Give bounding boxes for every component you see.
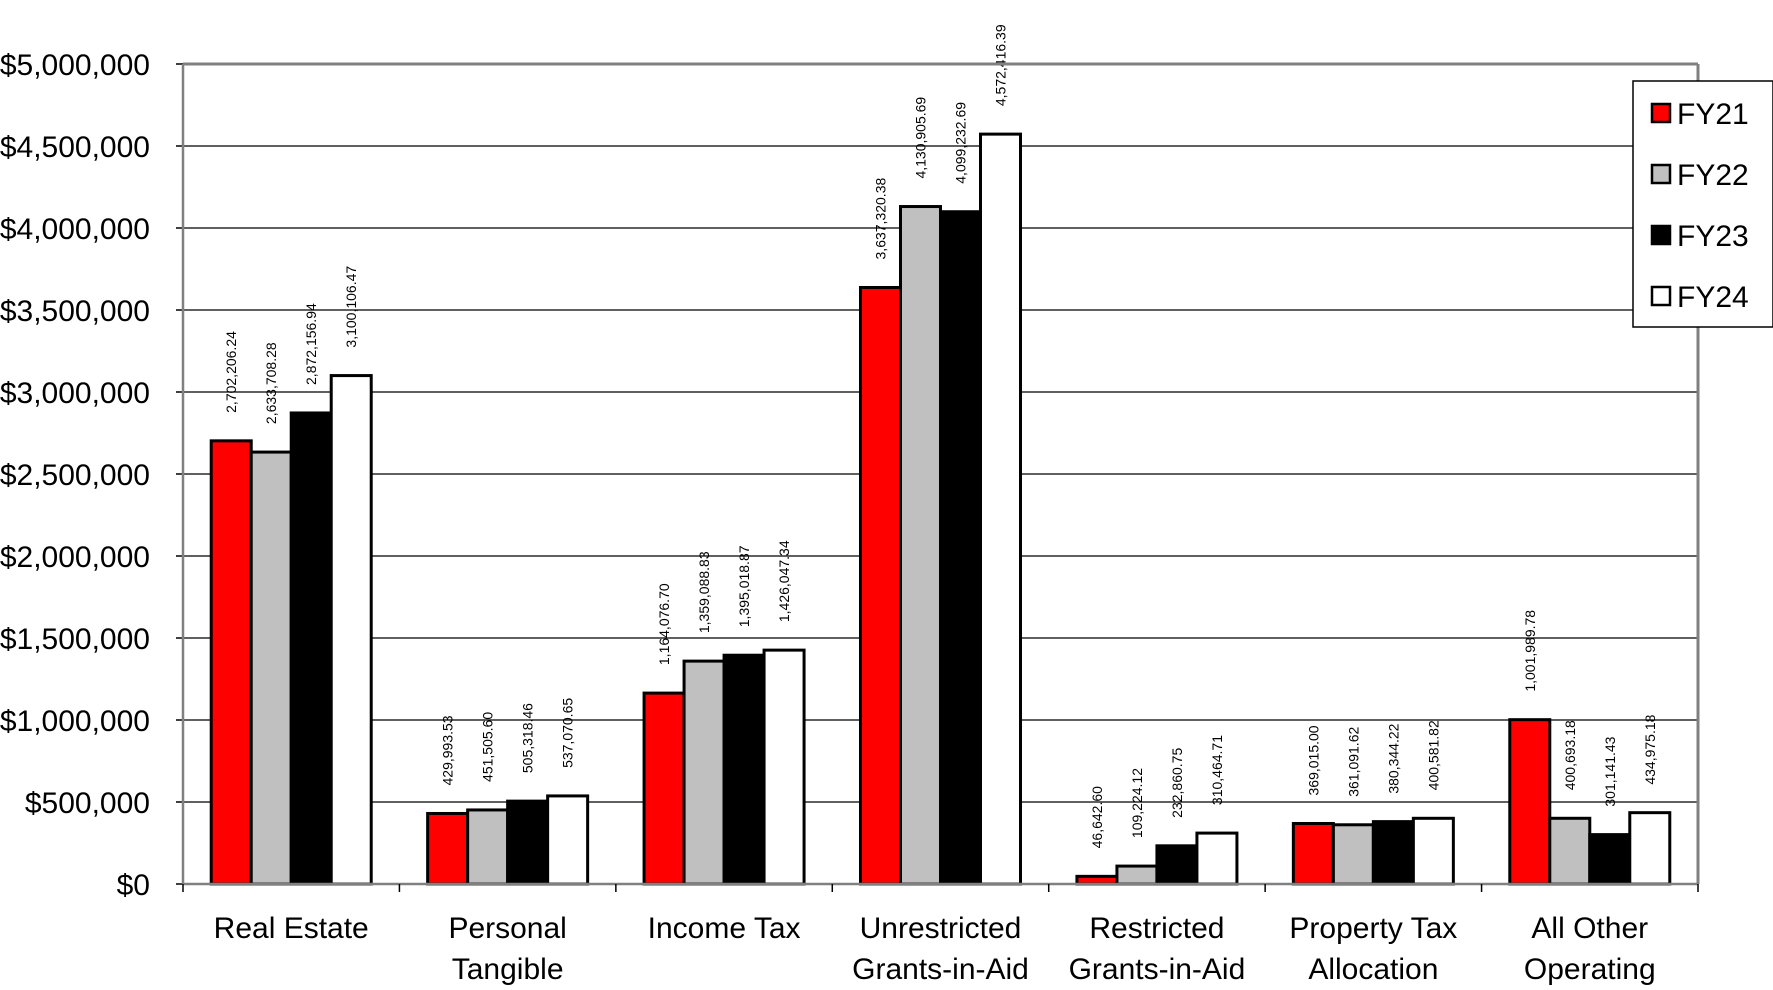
y-tick-label: $1,000,000 bbox=[0, 705, 150, 738]
axes bbox=[181, 62, 1700, 892]
data-label: 451,505.60 bbox=[480, 712, 496, 782]
bar-fy21 bbox=[642, 691, 686, 886]
x-tick-label: Restricted bbox=[1089, 912, 1224, 945]
bar-fy21 bbox=[209, 439, 253, 886]
data-label: 369,015.00 bbox=[1305, 725, 1321, 795]
bar-fy24 bbox=[979, 132, 1022, 886]
data-label: 4,099,232.69 bbox=[953, 102, 969, 184]
bar-fy23 bbox=[722, 653, 766, 886]
data-label: 1,164,076.70 bbox=[656, 583, 672, 665]
bar-fy24 bbox=[1195, 831, 1239, 886]
data-label: 505,318.46 bbox=[520, 703, 536, 773]
bar-fy24 bbox=[546, 794, 590, 886]
bar-fy21 bbox=[1291, 821, 1335, 886]
bars bbox=[209, 132, 1672, 886]
y-tick-label: $2,500,000 bbox=[0, 459, 150, 492]
data-label: 537,070.65 bbox=[560, 698, 576, 768]
legend: FY21 FY22 FY23 FY24 bbox=[1632, 80, 1773, 328]
bar-fy22 bbox=[1548, 816, 1592, 886]
bar-fy23 bbox=[1371, 820, 1415, 886]
bar-fy24 bbox=[1411, 816, 1455, 886]
y-tick-label: $4,500,000 bbox=[0, 131, 150, 164]
x-tick-label: Grants-in-Aid bbox=[1069, 953, 1246, 986]
y-tick-label: $500,000 bbox=[25, 787, 150, 820]
legend-swatch bbox=[1650, 102, 1672, 124]
bar-fy23 bbox=[939, 210, 982, 886]
data-label: 310,464.71 bbox=[1209, 735, 1225, 805]
x-tick-label: Unrestricted bbox=[860, 912, 1022, 945]
y-tick-label: $2,000,000 bbox=[0, 541, 150, 574]
x-tick-label: Operating bbox=[1524, 953, 1656, 986]
bar-fy22 bbox=[682, 659, 726, 886]
x-axis-tick-labels: Real Estate Personal Tangible Income Tax Unr… bbox=[214, 912, 1656, 986]
data-label: 2,633,708.28 bbox=[263, 342, 279, 424]
y-tick-label: $4,000,000 bbox=[0, 213, 150, 246]
legend-swatch bbox=[1650, 163, 1672, 185]
bar-fy23 bbox=[289, 411, 333, 886]
legend-label: FY24 bbox=[1677, 281, 1749, 314]
data-label: 301,141.43 bbox=[1602, 736, 1618, 806]
data-label: 1,359,088.83 bbox=[696, 551, 712, 633]
data-label: 380,344.22 bbox=[1385, 723, 1401, 793]
bar-fy22 bbox=[899, 205, 942, 886]
x-tick-label: Personal bbox=[448, 912, 566, 945]
data-label: 232,860.75 bbox=[1169, 748, 1185, 818]
data-label: 3,637,320.38 bbox=[873, 178, 889, 260]
legend-swatch bbox=[1650, 224, 1672, 246]
y-tick-label: $5,000,000 bbox=[0, 49, 150, 82]
x-tick-label: Real Estate bbox=[214, 912, 369, 945]
bar-fy22 bbox=[1115, 864, 1159, 886]
bar-fy24 bbox=[329, 374, 373, 886]
bar-fy23 bbox=[1588, 833, 1632, 886]
y-axis-tick-labels: $0 $500,000 $1,000,000 $1,500,000 $2,000,000… bbox=[0, 49, 183, 902]
bar-fy22 bbox=[1331, 823, 1375, 886]
x-tick-label: Tangible bbox=[452, 953, 564, 986]
data-label: 400,581.82 bbox=[1425, 720, 1441, 790]
bar-fy21 bbox=[426, 811, 470, 886]
bar-fy24 bbox=[1628, 811, 1672, 886]
data-label: 2,702,206.24 bbox=[223, 331, 239, 413]
x-tick-label: Income Tax bbox=[648, 912, 801, 945]
x-tick-label: Grants-in-Aid bbox=[852, 953, 1029, 986]
data-label: 3,100,106.47 bbox=[343, 266, 359, 348]
y-tick-label: $3,000,000 bbox=[0, 377, 150, 410]
x-tick-label: Property Tax bbox=[1289, 912, 1457, 945]
legend-label: FY21 bbox=[1677, 98, 1749, 131]
bar-fy23 bbox=[1155, 844, 1199, 886]
data-label: 361,091.62 bbox=[1345, 726, 1361, 796]
data-label: 2,872,156.94 bbox=[303, 303, 319, 385]
x-tick-label: Allocation bbox=[1308, 953, 1438, 986]
data-label: 1,395,018.87 bbox=[736, 545, 752, 627]
bar-fy21 bbox=[1508, 718, 1552, 886]
x-tick-label: All Other bbox=[1531, 912, 1648, 945]
bar-fy24 bbox=[762, 648, 806, 886]
data-label: 400,693.18 bbox=[1562, 720, 1578, 790]
bar-fy22 bbox=[466, 808, 510, 886]
data-label: 1,001,989.78 bbox=[1522, 610, 1538, 692]
data-label: 429,993.53 bbox=[440, 715, 456, 785]
data-labels: 2,702,206.24 2,633,708.28 2,872,156.94 3,10… bbox=[223, 24, 1658, 848]
data-label: 434,975.18 bbox=[1642, 714, 1658, 784]
bar-fy21 bbox=[859, 285, 902, 886]
data-label: 1,426,047.34 bbox=[776, 540, 792, 622]
y-tick-label: $0 bbox=[117, 869, 150, 902]
bar-fy23 bbox=[506, 799, 550, 886]
y-tick-label: $1,500,000 bbox=[0, 623, 150, 656]
legend-label: FY22 bbox=[1677, 159, 1749, 192]
legend-swatch bbox=[1650, 285, 1672, 307]
data-label: 4,130,905.69 bbox=[913, 97, 929, 179]
bar-fy22 bbox=[249, 450, 293, 886]
data-label: 109,224.12 bbox=[1129, 768, 1145, 838]
legend-label: FY23 bbox=[1677, 220, 1749, 253]
data-label: 46,642.60 bbox=[1089, 786, 1105, 848]
y-tick-label: $3,500,000 bbox=[0, 295, 150, 328]
